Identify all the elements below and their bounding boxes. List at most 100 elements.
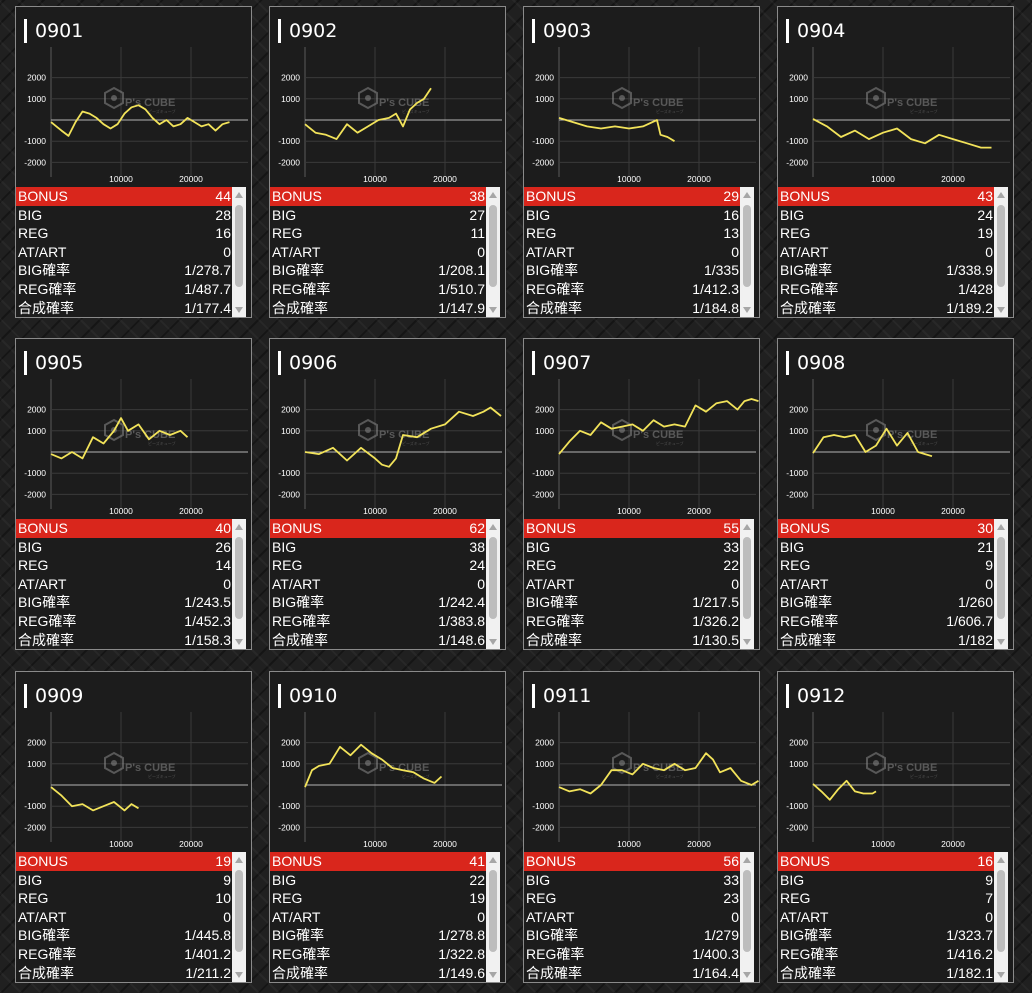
scroll-up-arrow-icon[interactable] (489, 857, 497, 863)
scroll-down-arrow-icon[interactable] (743, 972, 751, 978)
stats-scrollbar[interactable] (740, 852, 754, 982)
stats-value: 14 (215, 557, 231, 574)
stats-scrollbar[interactable] (232, 852, 246, 982)
scroll-up-arrow-icon[interactable] (997, 192, 1005, 198)
stats-value: 0 (223, 908, 231, 925)
stats-scrollbar[interactable] (740, 187, 754, 317)
stats-value: 1/487.7 (184, 280, 231, 297)
stats-scrollbar[interactable] (740, 519, 754, 649)
scroll-thumb[interactable] (997, 870, 1005, 952)
machine-card-0910[interactable]: 0910 P's CUBE ピーズキューブ 2000 1000 -1000 -2000 100… (269, 671, 506, 983)
machine-card-0903[interactable]: 0903 P's CUBE ピーズキューブ 2000 1000 -1000 -2000 100… (523, 6, 760, 318)
scroll-down-arrow-icon[interactable] (235, 639, 243, 645)
y-tick-label: 1000 (27, 94, 46, 104)
stats-value: 1/278.8 (438, 927, 485, 944)
stats-label: REG (272, 557, 303, 574)
stats-row-big: BIG 27 (270, 206, 490, 225)
stats-value: 1/445.8 (184, 927, 231, 944)
y-tick-label: -2000 (24, 157, 46, 167)
scroll-down-arrow-icon[interactable] (997, 639, 1005, 645)
scroll-up-arrow-icon[interactable] (235, 192, 243, 198)
stats-label: AT/ART (780, 908, 829, 925)
scroll-thumb[interactable] (997, 205, 1005, 287)
stats-label: BIG (526, 206, 551, 223)
machine-card-0908[interactable]: 0908 P's CUBE ピーズキューブ 2000 1000 -1000 -2000 100… (777, 338, 1014, 650)
machine-card-0907[interactable]: 0907 P's CUBE ピーズキューブ 2000 1000 -1000 -2000 100… (523, 338, 760, 650)
machine-card-0901[interactable]: 0901 P's CUBE ピーズキューブ 2000 1000 -1000 -2000 100… (15, 6, 252, 318)
machine-card-0909[interactable]: 0909 P's CUBE ピーズキューブ 2000 1000 -1000 -2000 100… (15, 671, 252, 983)
stats-row-big_rate: BIG確率 1/279 (524, 926, 744, 945)
y-tick-label: -1000 (278, 136, 300, 146)
stats-value: 16 (215, 225, 231, 242)
stats-value: 0 (985, 575, 993, 592)
logo-dot (619, 760, 625, 766)
scroll-up-arrow-icon[interactable] (235, 857, 243, 863)
scroll-down-arrow-icon[interactable] (997, 972, 1005, 978)
scroll-thumb[interactable] (489, 205, 497, 287)
scroll-thumb[interactable] (489, 537, 497, 619)
x-tick-label: 10000 (363, 506, 387, 516)
scroll-down-arrow-icon[interactable] (743, 639, 751, 645)
scroll-thumb[interactable] (235, 205, 243, 287)
scroll-down-arrow-icon[interactable] (235, 307, 243, 313)
scroll-thumb[interactable] (235, 537, 243, 619)
stats-scrollbar[interactable] (994, 187, 1008, 317)
stats-label: AT/ART (526, 243, 575, 260)
scroll-up-arrow-icon[interactable] (743, 857, 751, 863)
scroll-thumb[interactable] (489, 870, 497, 952)
scroll-up-arrow-icon[interactable] (235, 524, 243, 530)
scroll-thumb[interactable] (743, 537, 751, 619)
stats-row-big: BIG 38 (270, 538, 490, 557)
stats-table: BONUS 44 BIG 28 REG 16 AT/ART 0 BIG確率 1/278.7 REG確… (16, 187, 236, 317)
machine-card-0906[interactable]: 0906 P's CUBE ピーズキューブ 2000 1000 -1000 -2000 100… (269, 338, 506, 650)
scroll-down-arrow-icon[interactable] (743, 307, 751, 313)
scroll-thumb[interactable] (743, 870, 751, 952)
scroll-down-arrow-icon[interactable] (489, 639, 497, 645)
stats-scrollbar[interactable] (994, 852, 1008, 982)
scroll-up-arrow-icon[interactable] (997, 524, 1005, 530)
scroll-thumb[interactable] (743, 205, 751, 287)
stats-label: REG (526, 890, 557, 907)
scroll-up-arrow-icon[interactable] (743, 524, 751, 530)
machine-number: 0902 (278, 19, 337, 43)
stats-label: BONUS (780, 853, 830, 869)
stats-scrollbar[interactable] (232, 187, 246, 317)
stats-scrollbar[interactable] (486, 519, 500, 649)
scroll-up-arrow-icon[interactable] (489, 524, 497, 530)
stats-label: BIG確率 (526, 262, 579, 279)
scroll-up-arrow-icon[interactable] (743, 192, 751, 198)
machine-card-0904[interactable]: 0904 P's CUBE ピーズキューブ 2000 1000 -1000 -2000 100… (777, 6, 1014, 318)
scroll-down-arrow-icon[interactable] (235, 972, 243, 978)
stats-value: 1/182 (957, 631, 993, 648)
stats-table: BONUS 30 BIG 21 REG 9 AT/ART 0 BIG確率 1/260 REG確率 1/… (778, 519, 998, 649)
stats-row-total_rate: 合成確率 1/211.2 (16, 964, 236, 982)
stats-label: AT/ART (526, 575, 575, 592)
y-tick-label: -2000 (532, 489, 554, 499)
y-tick-label: -2000 (532, 822, 554, 832)
machine-card-0902[interactable]: 0902 P's CUBE ピーズキューブ 2000 1000 -1000 -2000 100… (269, 6, 506, 318)
stats-label: BIG確率 (272, 927, 325, 944)
stats-scrollbar[interactable] (994, 519, 1008, 649)
hexagon-logo-icon (358, 751, 378, 775)
scroll-down-arrow-icon[interactable] (997, 307, 1005, 313)
machine-card-0911[interactable]: 0911 P's CUBE ピーズキューブ 2000 1000 -1000 -2000 100… (523, 671, 760, 983)
scroll-down-arrow-icon[interactable] (489, 307, 497, 313)
y-tick-label: -2000 (278, 489, 300, 499)
scroll-down-arrow-icon[interactable] (489, 972, 497, 978)
scroll-up-arrow-icon[interactable] (489, 192, 497, 198)
scroll-thumb[interactable] (997, 537, 1005, 619)
stats-scrollbar[interactable] (486, 852, 500, 982)
stats-scrollbar[interactable] (232, 519, 246, 649)
scroll-thumb[interactable] (235, 870, 243, 952)
scroll-up-arrow-icon[interactable] (997, 857, 1005, 863)
stats-value: 1/164.4 (692, 964, 739, 981)
stats-label: BONUS (526, 853, 576, 869)
y-tick-label: 1000 (27, 759, 46, 769)
machine-card-0912[interactable]: 0912 P's CUBE ピーズキューブ 2000 1000 -1000 -2000 100… (777, 671, 1014, 983)
slump-line (304, 87, 432, 140)
stats-scrollbar[interactable] (486, 187, 500, 317)
machine-card-0905[interactable]: 0905 P's CUBE ピーズキューブ 2000 1000 -1000 -2000 100… (15, 338, 252, 650)
